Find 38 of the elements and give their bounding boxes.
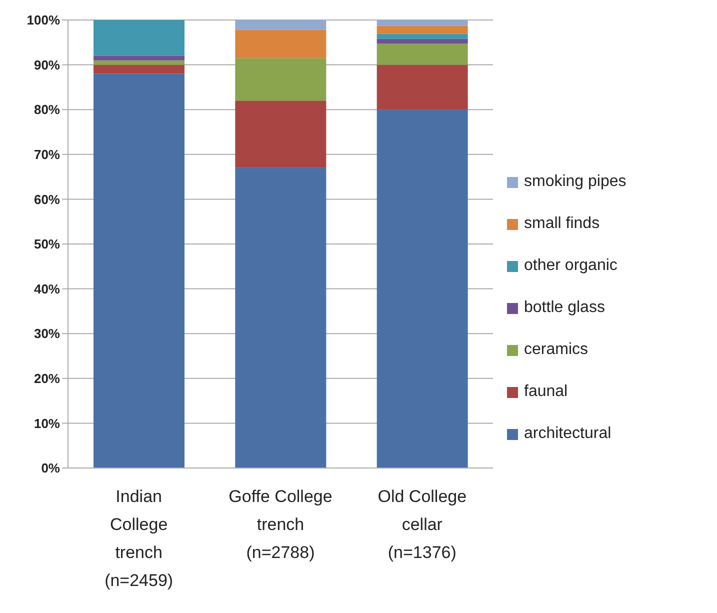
legend-label: small finds bbox=[524, 215, 600, 233]
bar bbox=[235, 58, 326, 101]
legend-label: bottle glass bbox=[524, 299, 605, 317]
legend-label: faunal bbox=[524, 383, 568, 401]
x-tick-label: Goffe College trench (n=2788) bbox=[228, 487, 332, 562]
bar bbox=[235, 20, 326, 30]
y-tick-label: 50% bbox=[34, 236, 60, 252]
bar bbox=[94, 64, 184, 74]
x-tick-label: Old College cellar (n=1376) bbox=[378, 487, 467, 562]
bar bbox=[376, 38, 468, 44]
bar bbox=[376, 44, 468, 65]
bar bbox=[94, 56, 184, 60]
y-tick-label: 0% bbox=[41, 460, 60, 476]
bar bbox=[376, 26, 468, 34]
bar bbox=[376, 34, 468, 39]
bar bbox=[235, 168, 326, 468]
bar bbox=[94, 20, 184, 56]
legend-label: ceramics bbox=[524, 341, 588, 359]
y-tick-label: 90% bbox=[34, 57, 60, 72]
bar bbox=[235, 100, 326, 168]
legend-label: smoking pipes bbox=[524, 173, 626, 191]
bar bbox=[94, 60, 184, 65]
y-tick-label: 60% bbox=[34, 192, 60, 207]
y-tick-label: 40% bbox=[34, 281, 60, 296]
bar bbox=[94, 74, 184, 468]
y-tick-label: 10% bbox=[34, 416, 60, 431]
y-tick-label: 80% bbox=[34, 102, 60, 118]
bar bbox=[235, 30, 326, 58]
y-tick-label: 30% bbox=[34, 326, 60, 342]
y-tick-label: 100% bbox=[26, 12, 60, 28]
bar bbox=[376, 64, 468, 110]
bar bbox=[376, 20, 468, 26]
x-tick-label: Indian College trench (n=2459) bbox=[104, 487, 174, 590]
y-tick-label: 20% bbox=[34, 371, 60, 386]
bar bbox=[376, 110, 468, 468]
y-tick-label: 70% bbox=[34, 147, 60, 162]
legend-label: other organic bbox=[524, 257, 618, 275]
legend-label: architectural bbox=[524, 425, 612, 443]
